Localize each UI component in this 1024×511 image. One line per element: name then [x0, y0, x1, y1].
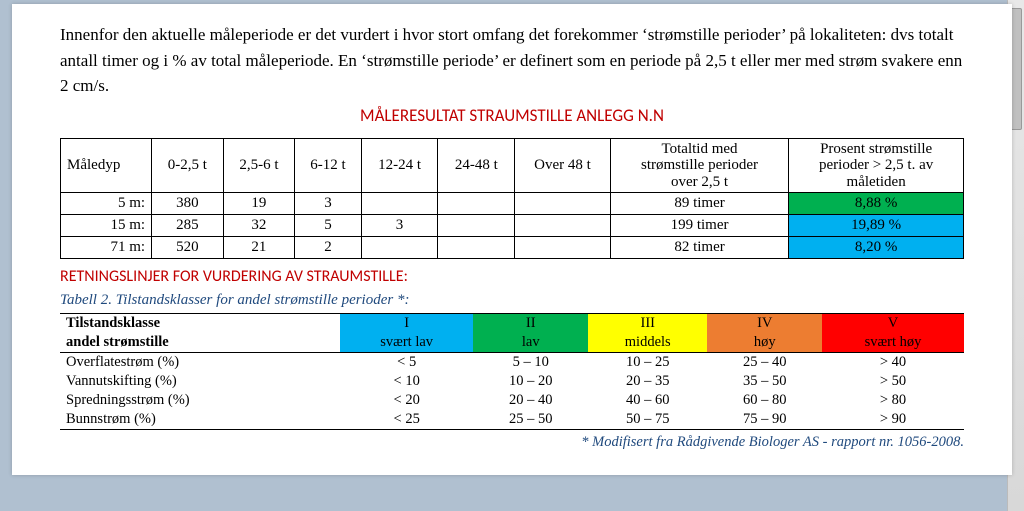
- table-row: Vannutskifting (%)< 1010 – 2020 – 3535 –…: [60, 372, 964, 391]
- value-cell: 380: [152, 193, 224, 215]
- table-row: Spredningsstrøm (%)< 2020 – 4040 – 6060 …: [60, 391, 964, 410]
- value-cell: 3: [361, 215, 438, 237]
- value-cell: 75 – 90: [707, 410, 822, 430]
- class-num: IV: [707, 314, 822, 334]
- total-cell: 199 timer: [610, 215, 789, 237]
- value-cell: < 10: [340, 372, 474, 391]
- class-name: svært lav: [340, 333, 474, 353]
- value-cell: 25 – 40: [707, 353, 822, 373]
- value-cell: > 80: [822, 391, 964, 410]
- value-cell: < 20: [340, 391, 474, 410]
- document-page: Innenfor den aktuelle måleperiode er det…: [12, 4, 1012, 475]
- class-name: middels: [588, 333, 708, 353]
- value-cell: 20 – 35: [588, 372, 708, 391]
- value-cell: 10 – 25: [588, 353, 708, 373]
- class-name: høy: [707, 333, 822, 353]
- th-depth: Måledyp: [61, 138, 152, 193]
- value-cell: 5: [295, 215, 361, 237]
- value-cell: 21: [223, 237, 295, 259]
- value-cell: < 25: [340, 410, 474, 430]
- total-cell: 82 timer: [610, 237, 789, 259]
- value-cell: 2: [295, 237, 361, 259]
- value-cell: 25 – 50: [473, 410, 588, 430]
- t2-hdr-l1: Tilstandsklasse: [60, 314, 340, 334]
- row-label: Bunnstrøm (%): [60, 410, 340, 430]
- table2-caption: Tabell 2. Tilstandsklasser for andel str…: [60, 292, 964, 309]
- class-num: III: [588, 314, 708, 334]
- pct-cell: 8,88 %: [789, 193, 964, 215]
- value-cell: 32: [223, 215, 295, 237]
- value-cell: 60 – 80: [707, 391, 822, 410]
- guidelines-title: RETNINGSLINJER FOR VURDERING AV STRAUMST…: [60, 267, 964, 286]
- th-c2: 2,5-6 t: [223, 138, 295, 193]
- results-table: Måledyp 0-2,5 t 2,5-6 t 6-12 t 12-24 t 2…: [60, 138, 964, 260]
- value-cell: 3: [295, 193, 361, 215]
- th-c5: 24-48 t: [438, 138, 515, 193]
- value-cell: 19: [223, 193, 295, 215]
- value-cell: [438, 237, 515, 259]
- depth-cell: 5 m:: [61, 193, 152, 215]
- total-cell: 89 timer: [610, 193, 789, 215]
- value-cell: 35 – 50: [707, 372, 822, 391]
- class-num: II: [473, 314, 588, 334]
- row-label: Vannutskifting (%): [60, 372, 340, 391]
- table-row: Overflatestrøm (%)< 55 – 1010 – 2525 – 4…: [60, 353, 964, 373]
- table-row: 15 m:2853253 199 timer19,89 %: [61, 215, 964, 237]
- th-pct: Prosent strømstille perioder > 2,5 t. av…: [789, 138, 964, 193]
- table-row: 5 m:380193 89 timer8,88 %: [61, 193, 964, 215]
- row-label: Spredningsstrøm (%): [60, 391, 340, 410]
- class-num: V: [822, 314, 964, 334]
- value-cell: [361, 193, 438, 215]
- footnote: * Modifisert fra Rådgivende Biologer AS …: [60, 434, 964, 451]
- table-row: 71 m:520212 82 timer8,20 %: [61, 237, 964, 259]
- row-label: Overflatestrøm (%): [60, 353, 340, 373]
- classification-table: Tilstandsklasse IIIIIIIVV andel strømsti…: [60, 313, 964, 430]
- value-cell: [438, 215, 515, 237]
- table-row: Bunnstrøm (%)< 2525 – 5050 – 7575 – 90> …: [60, 410, 964, 430]
- value-cell: 285: [152, 215, 224, 237]
- section-title: MÅLERESULTAT STRAUMSTILLE ANLEGG N.N: [60, 105, 964, 126]
- value-cell: [361, 237, 438, 259]
- value-cell: < 5: [340, 353, 474, 373]
- th-c3: 6-12 t: [295, 138, 361, 193]
- value-cell: 20 – 40: [473, 391, 588, 410]
- value-cell: 10 – 20: [473, 372, 588, 391]
- th-c1: 0-2,5 t: [152, 138, 224, 193]
- value-cell: 5 – 10: [473, 353, 588, 373]
- depth-cell: 71 m:: [61, 237, 152, 259]
- th-c4: 12-24 t: [361, 138, 438, 193]
- class-name: lav: [473, 333, 588, 353]
- pct-cell: 8,20 %: [789, 237, 964, 259]
- class-name: svært høy: [822, 333, 964, 353]
- value-cell: 40 – 60: [588, 391, 708, 410]
- value-cell: [438, 193, 515, 215]
- value-cell: [515, 193, 611, 215]
- th-total: Totaltid med strømstille perioder over 2…: [610, 138, 789, 193]
- value-cell: [515, 237, 611, 259]
- value-cell: 520: [152, 237, 224, 259]
- value-cell: > 40: [822, 353, 964, 373]
- class-num: I: [340, 314, 474, 334]
- intro-text: Innenfor den aktuelle måleperiode er det…: [60, 22, 964, 99]
- value-cell: [515, 215, 611, 237]
- t2-hdr-l2: andel strømstille: [60, 333, 340, 353]
- value-cell: > 90: [822, 410, 964, 430]
- value-cell: > 50: [822, 372, 964, 391]
- th-c6: Over 48 t: [515, 138, 611, 193]
- pct-cell: 19,89 %: [789, 215, 964, 237]
- depth-cell: 15 m:: [61, 215, 152, 237]
- value-cell: 50 – 75: [588, 410, 708, 430]
